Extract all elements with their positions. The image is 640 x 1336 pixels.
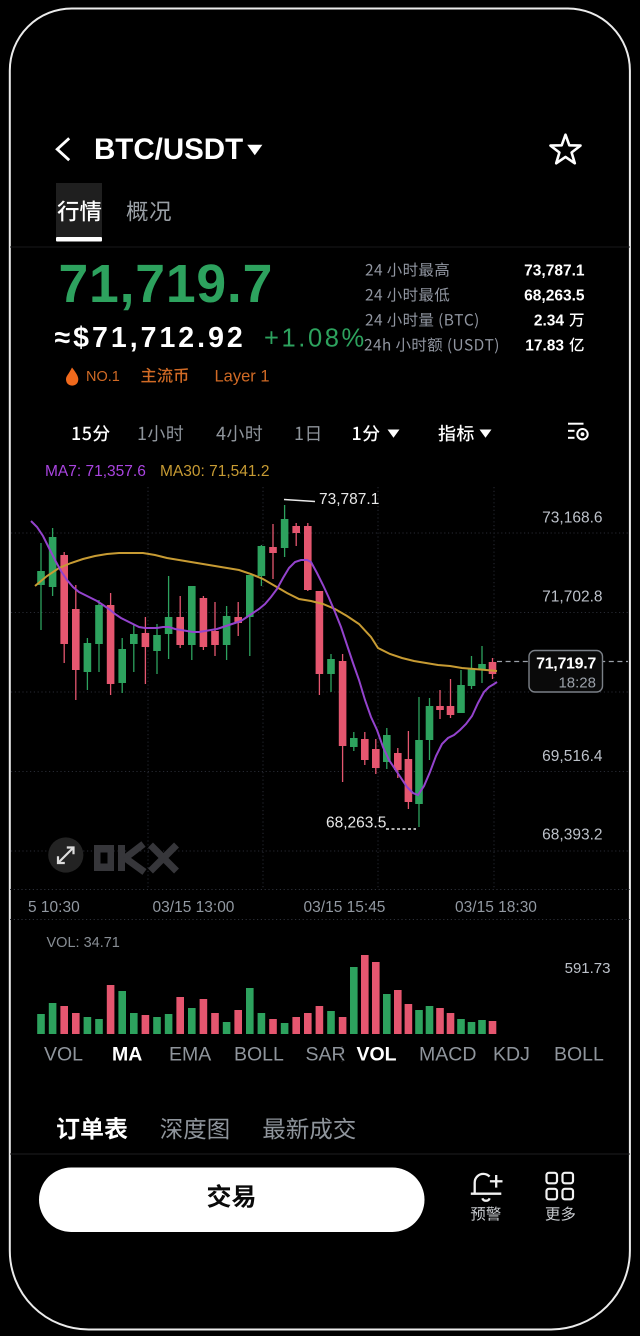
- svg-text:68,263.5: 68,263.5: [326, 815, 386, 832]
- svg-text:MA30: 71,541.2: MA30: 71,541.2: [160, 463, 269, 480]
- svg-text:591.73: 591.73: [565, 960, 611, 977]
- svg-text:68,263.5: 68,263.5: [524, 288, 585, 305]
- svg-text:71,702.8: 71,702.8: [542, 589, 602, 606]
- svg-text:03/15 18:30: 03/15 18:30: [455, 899, 537, 916]
- svg-text:18:28: 18:28: [558, 675, 596, 692]
- svg-text:Layer 1: Layer 1: [215, 368, 270, 386]
- svg-text:03/15 13:00: 03/15 13:00: [153, 899, 235, 916]
- svg-text:68,393.2: 68,393.2: [542, 827, 602, 844]
- svg-text:03/15 15:45: 03/15 15:45: [304, 899, 386, 916]
- svg-text:SAR: SAR: [306, 1044, 346, 1066]
- svg-text:VOL: 34.71: VOL: 34.71: [47, 935, 120, 951]
- svg-text:BTC/USDT: BTC/USDT: [94, 133, 243, 166]
- svg-text:73,168.6: 73,168.6: [542, 510, 602, 527]
- svg-text:VOL: VOL: [357, 1044, 397, 1066]
- svg-text:MACD: MACD: [419, 1044, 476, 1066]
- svg-text:73,787.1: 73,787.1: [524, 263, 585, 280]
- svg-text:2.34: 2.34: [534, 313, 565, 330]
- svg-text:VOL: VOL: [44, 1044, 83, 1066]
- svg-text:≈$71,712.92: ≈$71,712.92: [55, 322, 246, 354]
- svg-text:MA7: 71,357.6: MA7: 71,357.6: [45, 463, 146, 480]
- svg-text:17.83: 17.83: [525, 338, 564, 355]
- svg-text:5 10:30: 5 10:30: [28, 899, 80, 916]
- svg-text:71,719.7: 71,719.7: [536, 656, 596, 673]
- svg-text:KDJ: KDJ: [493, 1044, 530, 1066]
- svg-text:EMA: EMA: [169, 1044, 211, 1066]
- svg-text:MA: MA: [112, 1044, 142, 1066]
- svg-text:69,516.4: 69,516.4: [542, 748, 603, 765]
- svg-text:NO.1: NO.1: [86, 369, 120, 385]
- svg-text:BOLL: BOLL: [554, 1044, 604, 1066]
- svg-text:73,787.1: 73,787.1: [319, 491, 379, 508]
- svg-text:71,719.7: 71,719.7: [59, 255, 274, 314]
- svg-text:+1.08%: +1.08%: [264, 325, 367, 353]
- svg-text:BOLL: BOLL: [234, 1044, 284, 1066]
